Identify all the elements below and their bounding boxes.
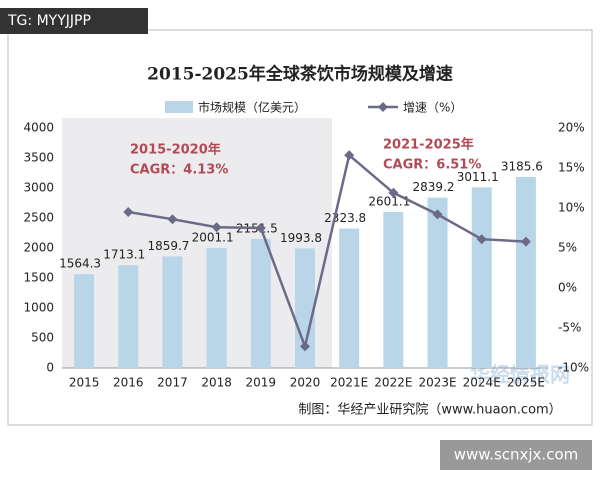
line-marker xyxy=(123,207,134,217)
x-tick-label: 2019 xyxy=(246,376,277,390)
bar xyxy=(471,187,492,368)
bar-label: 2839.2 xyxy=(413,180,455,194)
chart-title: 2015-2025年全球茶饮市场规模及增速 xyxy=(147,64,453,85)
x-tick-label: 2015 xyxy=(69,376,100,390)
annotation: CAGR：6.51% xyxy=(383,158,481,173)
y-tick-label: 3500 xyxy=(23,151,54,165)
annotation: 2015-2020年 xyxy=(130,142,221,158)
y-tick-label: 4000 xyxy=(23,121,54,135)
watermark: TG: MYYJJPP xyxy=(7,13,91,29)
x-tick-label: 2020 xyxy=(290,376,321,390)
bar-label: 2001.1 xyxy=(192,230,234,244)
bar-label: 1993.8 xyxy=(280,231,322,245)
line-marker xyxy=(432,209,443,220)
watermark-box xyxy=(440,440,592,470)
y-tick-label: 0 xyxy=(46,361,54,375)
x-tick-label: 2018 xyxy=(201,376,232,390)
x-tick-label: 2016 xyxy=(113,376,144,390)
y2-tick-label: 15% xyxy=(558,161,585,175)
line-marker xyxy=(255,223,266,233)
bar xyxy=(162,256,183,368)
legend-swatch xyxy=(378,102,388,112)
bar xyxy=(295,248,315,368)
line xyxy=(128,152,526,351)
line-marker xyxy=(300,341,310,352)
y-tick-label: 3000 xyxy=(23,181,54,195)
bar-label: 1564.3 xyxy=(59,257,101,271)
bar-label: 1859.7 xyxy=(147,239,189,253)
annotation: 2021-2025年 xyxy=(383,137,474,153)
y-tick-label: 1500 xyxy=(23,271,54,285)
legend-swatch xyxy=(165,101,193,113)
y2-tick-label: 0% xyxy=(558,281,577,295)
x-tick-label: 2017 xyxy=(157,376,188,390)
x-tick-label: 2025E xyxy=(507,376,545,390)
bar-label: 3011.1 xyxy=(457,170,499,184)
shade-region xyxy=(62,118,332,368)
bar xyxy=(383,211,404,368)
bar xyxy=(118,265,139,368)
watermark: www.scnxjx.com xyxy=(454,446,579,464)
annotation: CAGR：4.13% xyxy=(130,163,228,178)
line-marker xyxy=(520,236,531,247)
y-tick-label: 2000 xyxy=(23,241,54,255)
bar xyxy=(250,238,271,368)
line-marker xyxy=(211,222,222,233)
y2-tick-label: 5% xyxy=(558,241,577,255)
legend-label: 增速（%） xyxy=(403,101,462,115)
x-tick-label: 2024E xyxy=(463,376,501,390)
line-marker xyxy=(476,234,487,245)
watermark-box xyxy=(0,8,148,34)
bar xyxy=(206,247,227,368)
bar xyxy=(427,197,448,368)
x-tick-label: 2021E xyxy=(330,376,368,390)
line-marker xyxy=(167,214,178,225)
legend-label: 市场规模（亿美元） xyxy=(198,100,306,115)
bar-label: 3185.6 xyxy=(501,159,543,173)
line-marker xyxy=(388,187,399,198)
bar xyxy=(515,176,536,368)
source: 制图：华经产业研究院（www.huaon.com） xyxy=(298,403,561,418)
bar xyxy=(339,228,360,368)
y2-tick-label: 20% xyxy=(558,121,585,135)
bar-label: 2323.8 xyxy=(324,211,366,225)
bar-label: 1713.1 xyxy=(103,248,145,262)
x-tick-label: 2023E xyxy=(418,376,456,390)
bar xyxy=(74,274,95,368)
y-tick-label: 1000 xyxy=(23,301,54,315)
x-tick-label: 2022E xyxy=(374,376,412,390)
line-marker xyxy=(344,150,355,161)
y-tick-label: 500 xyxy=(31,331,54,345)
y-tick-label: 2500 xyxy=(23,211,54,225)
bar-label: 2601.1 xyxy=(368,194,410,208)
y2-tick-label: 10% xyxy=(558,201,585,215)
y2-tick-label: -10% xyxy=(558,361,589,375)
y2-tick-label: -5% xyxy=(558,321,581,335)
